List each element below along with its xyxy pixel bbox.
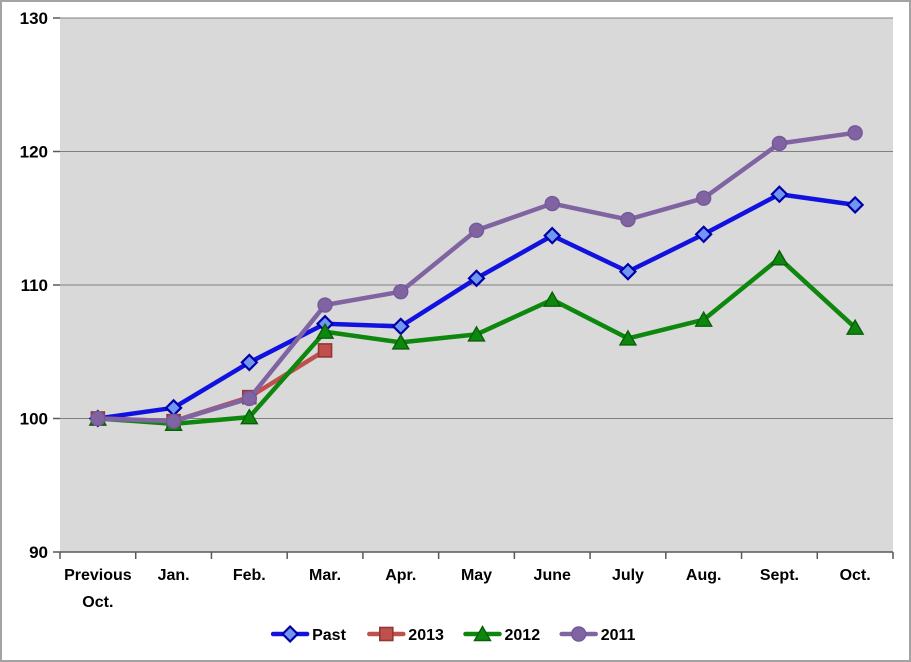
series-2011-marker-mar[interactable] — [317, 297, 333, 313]
series-2012-marker-july[interactable] — [618, 329, 638, 346]
y-axis-label-110: 110 — [21, 276, 48, 295]
legend-label-past: Past — [312, 627, 346, 644]
y-axis-label-100: 100 — [20, 410, 48, 429]
series-past-marker-june[interactable] — [543, 226, 562, 245]
x-axis-label-previous-oct: Previous Oct. — [64, 567, 132, 611]
series-2011[interactable] — [90, 125, 863, 429]
y-axis-label-90: 90 — [29, 543, 48, 562]
series-2012-marker-june[interactable] — [543, 290, 562, 307]
legend-label-2013: 2013 — [408, 627, 444, 644]
legend-item-2012[interactable]: 2012 — [463, 625, 541, 645]
series-past-marker-aug[interactable] — [694, 225, 713, 244]
series-2012-marker-aug[interactable] — [694, 310, 713, 327]
series-2011-marker-apr[interactable] — [393, 283, 409, 300]
x-axis-label-july: July — [612, 567, 644, 584]
series-2012-marker-may[interactable] — [467, 325, 486, 342]
y-axis-label-130: 130 — [20, 9, 48, 28]
series-past-marker-feb[interactable] — [240, 353, 259, 372]
series-past-marker-may[interactable] — [467, 269, 486, 288]
legend-marker-2013[interactable] — [378, 626, 394, 642]
y-axis-label-120: 120 — [20, 143, 48, 162]
x-axis-label-apr: Apr. — [385, 567, 416, 584]
series-2011-marker-feb[interactable] — [241, 390, 258, 407]
series-2012-marker-apr[interactable] — [391, 333, 410, 350]
x-axis-label-oct: Oct. — [840, 567, 871, 584]
series-2012-marker-feb[interactable] — [240, 408, 259, 425]
series-2011-marker-july[interactable] — [620, 211, 636, 228]
x-axis-label-may: May — [461, 567, 492, 584]
series-past-marker-july[interactable] — [618, 262, 638, 281]
x-axis-label-feb: Feb. — [233, 567, 266, 584]
x-axis-label-june: June — [534, 567, 571, 584]
series-past-marker-sept[interactable] — [770, 185, 789, 204]
series-2011-marker-previous-oct[interactable] — [90, 410, 106, 427]
legend-label-2011: 2011 — [601, 627, 636, 644]
series-2011-marker-oct[interactable] — [847, 125, 863, 141]
x-axis-label-jan: Jan. — [158, 567, 190, 584]
series-2012-marker-sept[interactable] — [770, 249, 789, 266]
legend-item-2013[interactable]: 2013 — [367, 626, 444, 644]
series-2012-marker-mar[interactable] — [315, 322, 335, 339]
legend-item-2011[interactable]: 2011 — [559, 626, 636, 644]
x-axis-label-mar: Mar. — [309, 567, 341, 584]
series-2011-marker-may[interactable] — [468, 222, 485, 238]
legend-marker-past[interactable] — [281, 624, 300, 644]
series-2011-marker-sept[interactable] — [771, 135, 788, 152]
series-2011-marker-jan[interactable] — [165, 413, 182, 429]
series-past-marker-oct[interactable] — [846, 195, 865, 214]
legend-marker-2011[interactable] — [571, 626, 587, 642]
series-2011-marker-june[interactable] — [544, 195, 560, 212]
legend-marker-2012[interactable] — [473, 625, 492, 642]
legend-label-2012: 2012 — [505, 627, 541, 644]
legend-item-past[interactable]: Past — [270, 624, 347, 645]
series-past[interactable] — [88, 185, 865, 428]
series-2012-marker-oct[interactable] — [845, 318, 865, 335]
legend: Past 2013 2012 2011 — [270, 624, 636, 645]
x-axis-label-sept: Sept. — [760, 567, 799, 584]
series-2013-marker-mar[interactable] — [317, 343, 333, 358]
series-2011-marker-aug[interactable] — [695, 190, 712, 206]
x-axis-label-aug: Aug. — [686, 567, 722, 584]
